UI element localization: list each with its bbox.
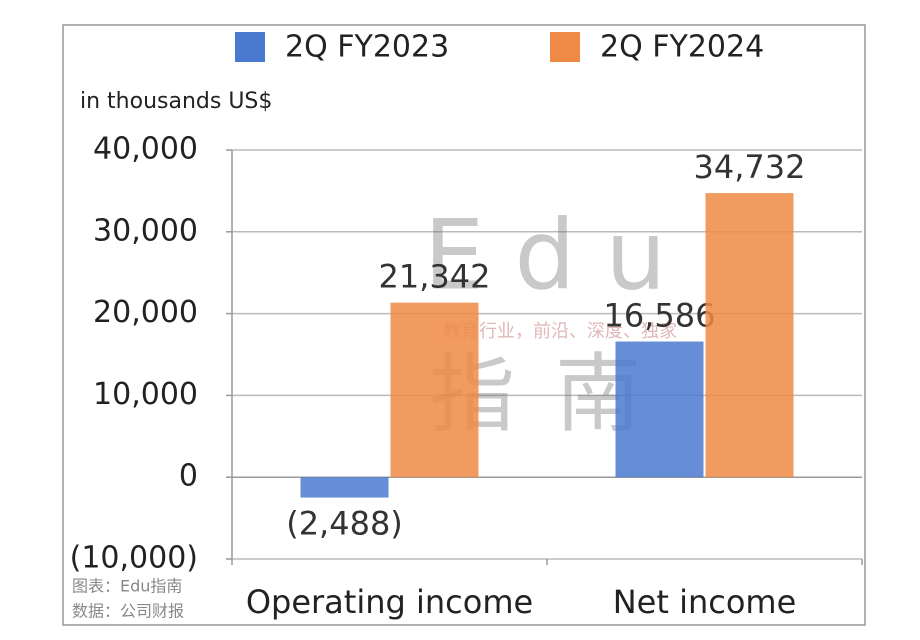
y-tick-label: 0 [179,459,198,494]
legend-swatch [235,32,265,62]
x-tick-label: Net income [613,583,797,621]
y-tick-label: 40,000 [93,132,198,167]
legend-label: 2Q FY2023 [285,30,449,65]
value-label: 21,342 [379,258,491,296]
value-label: (2,488) [286,505,403,543]
watermark-subtitle: 教育行业，前沿、深度、独家 [443,321,677,342]
bar [390,302,479,478]
y-tick-label: (10,000) [70,541,198,576]
legend-label: 2Q FY2024 [600,30,764,65]
y-tick-label: 30,000 [93,213,198,248]
bar [300,477,389,498]
x-tick-label: Operating income [246,583,533,621]
bar [705,193,794,478]
value-label: 16,586 [604,297,716,335]
note: 图表：Edu指南 [72,577,182,596]
y-tick-label: 20,000 [93,295,198,330]
legend-swatch [550,32,580,62]
y-axis-label: in thousands US$ [80,89,272,114]
chart-border [62,24,866,626]
note: 数据：公司财报 [72,602,184,621]
value-label: 34,732 [694,148,806,186]
bar [615,341,704,478]
y-tick-label: 10,000 [93,377,198,412]
watermark-title: Edu [424,199,696,311]
